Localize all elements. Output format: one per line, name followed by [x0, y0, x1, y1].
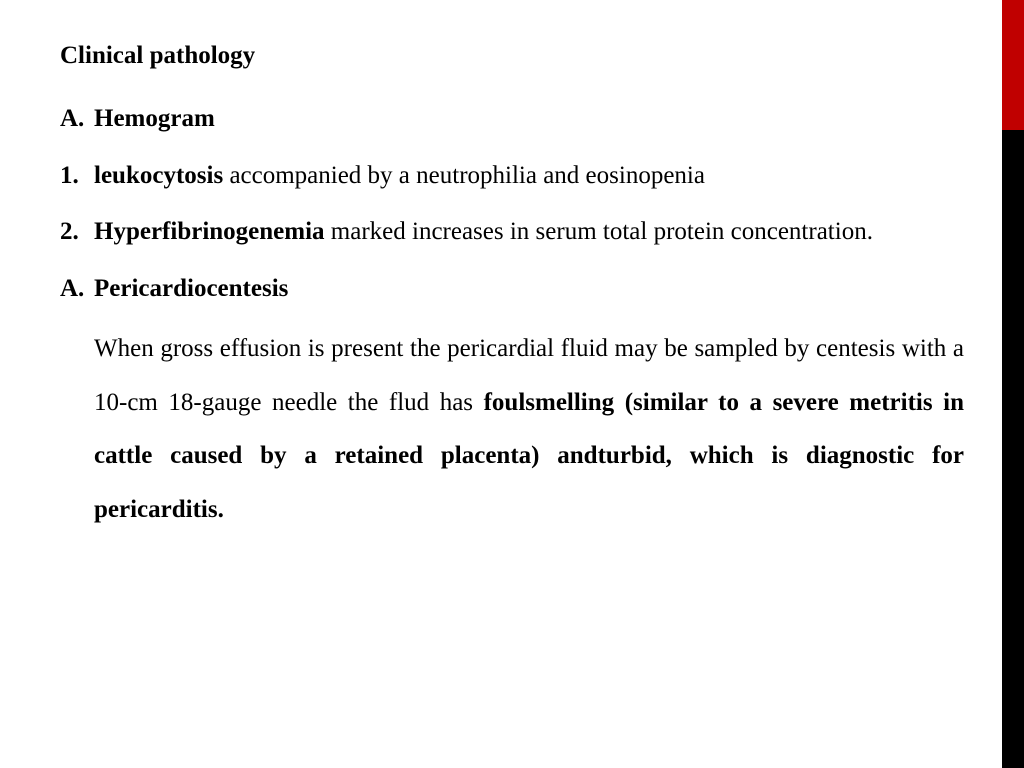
list-rest: accompanied by a neutrophilia and eosino…: [223, 162, 705, 189]
list-text: leukocytosis accompanied by a neutrophil…: [94, 152, 964, 201]
list-rest: marked increases in serum total protein …: [325, 218, 873, 245]
list-item: A. Hemogram: [60, 95, 964, 144]
slide-title: Clinical pathology: [60, 32, 964, 81]
list-item: A. Pericardiocentesis: [60, 265, 964, 314]
list-bold: leukocytosis: [94, 162, 223, 189]
list-bold: Pericardiocentesis: [94, 275, 288, 302]
slide-content: Clinical pathology A. Hemogram 1. leukoc…: [60, 32, 964, 748]
list-marker: A.: [60, 95, 94, 144]
slide: Clinical pathology A. Hemogram 1. leukoc…: [0, 0, 1024, 768]
accent-bar-black: [1002, 130, 1024, 768]
list-marker: 1.: [60, 152, 94, 201]
list-bold: Hemogram: [94, 105, 215, 132]
paragraph: When gross effusion is present the peric…: [94, 322, 964, 537]
list-text: Hyperfibrinogenemia marked increases in …: [94, 208, 964, 257]
accent-bar-red: [1002, 0, 1024, 130]
list-marker: A.: [60, 265, 94, 314]
list-item: 1. leukocytosis accompanied by a neutrop…: [60, 152, 964, 201]
list-marker: 2.: [60, 208, 94, 257]
list-text: Hemogram: [94, 95, 964, 144]
outline-list: A. Hemogram 1. leukocytosis accompanied …: [60, 95, 964, 537]
list-text: Pericardiocentesis: [94, 265, 964, 314]
list-bold: Hyperfibrinogenemia: [94, 218, 325, 245]
list-item: 2. Hyperfibrinogenemia marked increases …: [60, 208, 964, 257]
